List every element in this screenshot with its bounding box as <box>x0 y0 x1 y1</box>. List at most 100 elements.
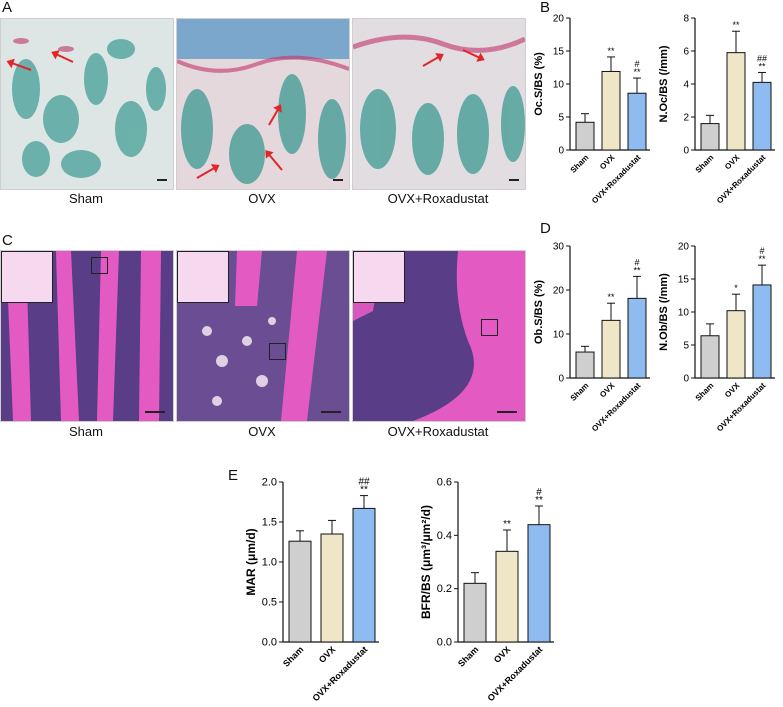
category-label: OVX <box>598 153 617 172</box>
micro-a-label-ovx: OVX <box>248 191 276 206</box>
y-tick-label: 15 <box>678 275 690 286</box>
significance-marker: * <box>734 283 738 293</box>
panel-label-b: B <box>540 0 551 16</box>
y-tick-label: 0 <box>558 374 564 385</box>
y-tick-label: 2.0 <box>262 477 277 489</box>
significance-marker: ** <box>360 485 368 496</box>
significance-marker: ** <box>535 495 543 506</box>
y-axis-label: N.Ob/BS (/mm) <box>658 273 670 351</box>
category-label: OVX+Roxadustat <box>590 153 643 206</box>
category-label: OVX <box>317 644 338 665</box>
y-tick-label: 5 <box>558 113 564 124</box>
y-tick-label: 20 <box>553 14 565 25</box>
inset-zoom <box>1 251 53 303</box>
category-label: OVX+Roxadustat <box>311 644 370 703</box>
scale-bar <box>333 179 343 181</box>
bar <box>463 582 487 643</box>
scale-bar <box>145 411 165 413</box>
y-tick-label: 10 <box>553 80 565 91</box>
micro-c-label-ovx: OVX <box>248 424 276 439</box>
y-tick-label: 8 <box>683 14 689 25</box>
bar <box>601 70 621 151</box>
panel-label-a: A <box>2 0 13 16</box>
y-tick-label: 0.0 <box>262 637 277 649</box>
he-tissue-ovx <box>202 251 327 421</box>
y-axis-label: Ob.S/BS (%) <box>533 280 545 345</box>
category-label: Sham <box>694 381 716 403</box>
bar <box>752 81 772 151</box>
bar <box>527 524 551 643</box>
region-of-interest-box <box>269 343 286 360</box>
region-of-interest-box <box>481 319 498 336</box>
y-tick-label: 10 <box>678 308 690 319</box>
scale-bar <box>509 179 519 181</box>
bar <box>752 284 772 379</box>
y-tick-label: 20 <box>553 286 565 297</box>
scale-bar <box>157 179 167 181</box>
bar <box>320 533 344 643</box>
significance-marker: ## <box>757 53 767 63</box>
y-tick-label: 0.5 <box>262 597 277 609</box>
panel-label-e: E <box>228 467 239 484</box>
panel-label-c: C <box>2 232 13 249</box>
y-tick-label: 0.4 <box>437 530 452 542</box>
scale-bar <box>321 411 341 413</box>
category-label: Sham <box>569 153 591 175</box>
significance-marker: ** <box>633 67 641 77</box>
category-label: OVX+Roxadustat <box>486 644 545 703</box>
y-tick-label: 10 <box>553 330 565 341</box>
y-tick-label: 15 <box>553 47 565 58</box>
y-tick-label: 1.0 <box>262 557 277 569</box>
trap-tissue-sham <box>12 38 166 178</box>
he-micrograph-ovx <box>176 250 350 422</box>
bar <box>575 351 595 379</box>
y-tick-label: 20 <box>678 242 690 253</box>
trap-tissue-roxadustat <box>353 34 525 175</box>
trap-micrograph-sham <box>0 18 174 190</box>
chart-mar: 0.0 0.5 1.0 1.5 2.0 MAR (μm/d) Sham OVX ##** OVX+… <box>244 477 379 703</box>
trap-micrograph-ovx <box>176 18 350 190</box>
y-tick-label: 6 <box>683 47 689 58</box>
chart-bfr-bs: 0.0 0.2 0.4 0.6 BFR/BS (μm³/μm²/d) Sham ** OVX #… <box>419 477 554 703</box>
trap-micrograph-roxadustat <box>352 18 526 190</box>
inset-zoom <box>353 251 405 303</box>
y-tick-label: 0 <box>558 146 564 157</box>
micro-a-label-sham: Sham <box>69 191 103 206</box>
scale-bar <box>497 411 517 413</box>
y-tick-label: 4 <box>683 80 689 91</box>
y-tick-label: 0.6 <box>437 477 452 489</box>
inset-zoom <box>177 251 229 303</box>
significance-marker: # <box>634 59 639 69</box>
bar <box>726 52 746 151</box>
y-axis-label: MAR (μm/d) <box>244 528 258 595</box>
significance-marker: ** <box>758 254 766 264</box>
micro-c-label-sham: Sham <box>69 424 103 439</box>
category-label: OVX <box>723 153 742 172</box>
significance-marker: ** <box>732 20 740 30</box>
category-label: OVX <box>598 381 617 400</box>
bar <box>627 92 647 151</box>
category-label: OVX+Roxadustat <box>590 381 643 434</box>
bar <box>352 507 376 643</box>
y-tick-label: 0.2 <box>437 583 452 595</box>
y-tick-label: 1.5 <box>262 517 277 529</box>
region-of-interest-box <box>91 257 108 274</box>
chart-n-ob-bs: 0 5 10 15 20 N.Ob/BS (/mm) Sham * OVX #** OVX+Roxa… <box>658 242 775 434</box>
category-label: OVX <box>492 644 513 665</box>
panel-label-d: D <box>540 220 551 237</box>
significance-marker: ** <box>607 292 615 302</box>
bar <box>575 121 595 151</box>
he-micrograph-roxadustat <box>352 250 526 422</box>
bar <box>601 319 621 379</box>
significance-marker: ## <box>358 477 370 488</box>
trap-tissue-ovx <box>177 19 349 184</box>
category-label: OVX+Roxadustat <box>715 381 768 434</box>
significance-marker: ** <box>758 61 766 71</box>
y-axis-label: N.Oc/BS (/mm) <box>658 45 670 122</box>
y-tick-label: 0 <box>683 146 689 157</box>
y-axis-label: Oc.S/BS (%) <box>533 52 545 116</box>
significance-marker: ** <box>503 519 511 530</box>
